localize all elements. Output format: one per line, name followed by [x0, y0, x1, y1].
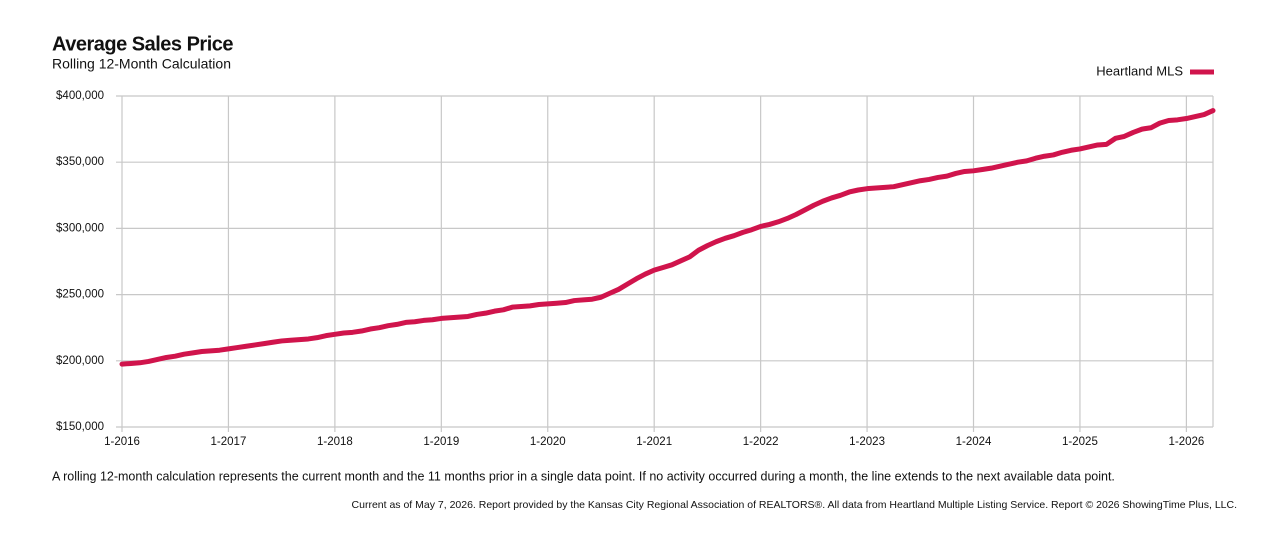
y-tick-label: $250,000 — [56, 289, 104, 301]
x-tick-label: 1-2016 — [104, 436, 140, 448]
chart-note: A rolling 12-month calculation represent… — [52, 469, 1115, 483]
y-tick-label: $200,000 — [56, 355, 104, 367]
x-tick-label: 1-2017 — [211, 436, 247, 448]
x-tick-label: 1-2020 — [530, 436, 566, 448]
x-tick-label: 1-2025 — [1062, 436, 1098, 448]
chart-subtitle: Rolling 12-Month Calculation — [52, 56, 231, 72]
x-tick-label: 1-2018 — [317, 436, 353, 448]
x-tick-label: 1-2023 — [849, 436, 885, 448]
chart-footer: Current as of May 7, 2026. Report provid… — [352, 499, 1237, 511]
y-tick-label: $400,000 — [56, 90, 104, 102]
x-tick-label: 1-2024 — [956, 436, 992, 448]
y-tick-label: $350,000 — [56, 156, 104, 168]
x-tick-label: 1-2026 — [1168, 436, 1204, 448]
y-tick-label: $300,000 — [56, 222, 104, 234]
x-tick-label: 1-2022 — [743, 436, 779, 448]
data-line — [119, 108, 1216, 367]
chart-title: Average Sales Price — [52, 33, 233, 55]
y-tick-label: $150,000 — [56, 421, 104, 433]
x-tick-label: 1-2021 — [636, 436, 672, 448]
x-tick-label: 1-2019 — [423, 436, 459, 448]
legend-label: Heartland MLS — [1096, 63, 1183, 78]
